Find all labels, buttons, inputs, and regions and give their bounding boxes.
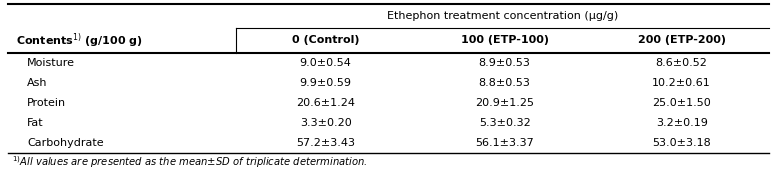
Text: 20.6±1.24: 20.6±1.24 <box>296 98 355 108</box>
Text: 56.1±3.37: 56.1±3.37 <box>476 138 534 148</box>
Text: $^{1)}$All values are presented as the mean±SD of triplicate determination.: $^{1)}$All values are presented as the m… <box>12 154 368 170</box>
Text: Fat: Fat <box>27 118 44 128</box>
Text: Carbohydrate: Carbohydrate <box>27 138 104 148</box>
Text: Ash: Ash <box>27 78 47 88</box>
Text: 3.3±0.20: 3.3±0.20 <box>300 118 351 128</box>
Text: 3.2±0.19: 3.2±0.19 <box>656 118 708 128</box>
Text: 8.9±0.53: 8.9±0.53 <box>479 58 531 68</box>
Text: 8.8±0.53: 8.8±0.53 <box>479 78 531 88</box>
Text: 0 (Control): 0 (Control) <box>292 35 360 45</box>
Text: 20.9±1.25: 20.9±1.25 <box>475 98 534 108</box>
Text: 9.9±0.59: 9.9±0.59 <box>300 78 352 88</box>
Text: Ethephon treatment concentration (μg/g): Ethephon treatment concentration (μg/g) <box>387 11 618 21</box>
Text: 5.3±0.32: 5.3±0.32 <box>479 118 531 128</box>
Text: 9.0±0.54: 9.0±0.54 <box>300 58 352 68</box>
Text: 100 (ETP-100): 100 (ETP-100) <box>461 35 549 45</box>
Text: 10.2±0.61: 10.2±0.61 <box>652 78 711 88</box>
Text: 8.6±0.52: 8.6±0.52 <box>656 58 708 68</box>
Text: Contents$^{1)}$ (g/100 g): Contents$^{1)}$ (g/100 g) <box>16 31 142 50</box>
Text: Protein: Protein <box>27 98 66 108</box>
Text: 53.0±3.18: 53.0±3.18 <box>652 138 711 148</box>
Text: 200 (ETP-200): 200 (ETP-200) <box>638 35 726 45</box>
Text: 25.0±1.50: 25.0±1.50 <box>652 98 711 108</box>
Text: 57.2±3.43: 57.2±3.43 <box>296 138 355 148</box>
Text: Moisture: Moisture <box>27 58 75 68</box>
